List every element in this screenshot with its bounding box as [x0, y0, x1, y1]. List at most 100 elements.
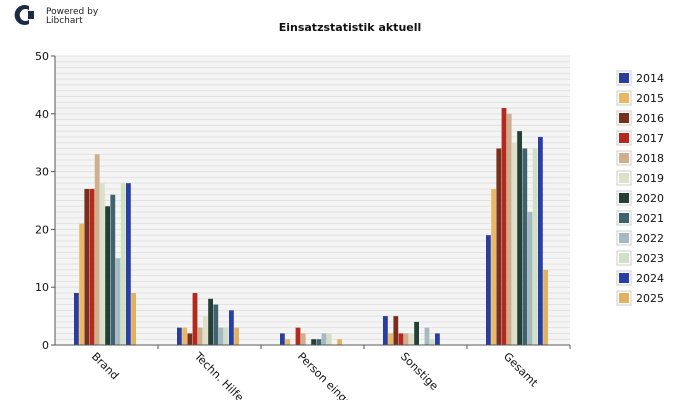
grid-lines	[55, 55, 570, 340]
bar	[517, 131, 522, 345]
bar	[126, 183, 131, 345]
legend-label: 2023	[636, 252, 664, 265]
bar	[506, 113, 512, 345]
bar	[223, 327, 229, 345]
legend-label: 2025	[636, 292, 664, 305]
legend: 2014 2015 2016 2017 2018 2019 2020 2021 2022 2023…	[616, 70, 664, 306]
legend-swatch	[619, 173, 629, 183]
legend-item: 2021	[616, 210, 664, 226]
bar	[316, 339, 322, 345]
legend-label: 2016	[636, 112, 664, 125]
legend-swatch	[619, 113, 629, 123]
bar	[501, 108, 507, 346]
legend-swatch	[619, 133, 629, 143]
bar	[89, 188, 95, 345]
bar	[131, 292, 136, 345]
bar	[177, 327, 182, 345]
legend-item: 2024	[616, 270, 664, 286]
bar	[496, 148, 502, 345]
bar	[213, 304, 219, 345]
y-tick-labels: 0 10 20 30 40 50	[35, 50, 55, 352]
bar-group	[74, 154, 136, 345]
bar	[321, 333, 327, 345]
bar	[229, 310, 234, 345]
legend-swatch	[619, 233, 629, 243]
bar	[398, 333, 404, 345]
bar	[326, 333, 332, 345]
legend-item: 2017	[616, 130, 664, 146]
bar	[84, 188, 90, 345]
legend-label: 2021	[636, 212, 664, 225]
bar-groups	[74, 108, 571, 349]
bar	[295, 327, 301, 345]
bar	[414, 321, 419, 345]
bar	[300, 333, 306, 345]
legend-item: 2018	[616, 150, 664, 166]
legend-swatch	[619, 213, 629, 223]
bar-group	[177, 292, 239, 345]
bar	[383, 316, 388, 345]
legend-item: 2023	[616, 250, 664, 266]
legend-label: 2020	[636, 192, 664, 205]
legend-swatch	[619, 193, 629, 203]
legend-item: 2020	[616, 190, 664, 206]
bar	[388, 333, 393, 345]
legend-swatch	[619, 293, 629, 303]
legend-label: 2022	[636, 232, 664, 245]
x-tick-labels: Brand Techn. Hilfe Person eingekl. Sonstige…	[89, 349, 541, 400]
bar	[527, 212, 533, 345]
legend-item: 2022	[616, 230, 664, 246]
legend-label: 2024	[636, 272, 664, 285]
legend-swatch	[619, 253, 629, 263]
bar	[311, 339, 316, 345]
bar	[203, 316, 208, 345]
bar	[208, 298, 213, 345]
libchart-logo: Powered by Libchart	[14, 5, 99, 26]
bar	[192, 292, 198, 345]
legend-item: 2016	[616, 110, 664, 126]
bar	[182, 327, 187, 345]
legend-item: 2025	[616, 290, 664, 306]
bar	[197, 327, 203, 345]
legend-item: 2015	[616, 90, 664, 106]
bar	[543, 269, 548, 345]
bar	[79, 223, 84, 345]
y-tick-label: 40	[35, 108, 49, 121]
bar	[522, 148, 528, 345]
legend-swatch	[619, 93, 629, 103]
bar	[393, 316, 399, 345]
bar	[409, 333, 414, 345]
bar	[74, 292, 79, 345]
x-tick-label: Gesamt	[501, 350, 541, 390]
legend-item: 2019	[616, 170, 664, 186]
bar	[512, 142, 517, 345]
bar	[187, 333, 193, 345]
bar	[491, 188, 496, 345]
bar	[532, 148, 538, 345]
y-tick-label: 30	[35, 166, 49, 179]
bar-group	[383, 316, 440, 345]
x-tick-label: Sonstige	[398, 350, 441, 393]
legend-label: 2019	[636, 172, 664, 185]
x-tick-label: Brand	[89, 350, 121, 382]
bar	[105, 206, 110, 345]
x-tick-label: Person eingekl.	[295, 350, 364, 400]
bar	[218, 327, 224, 345]
x-tick-label: Techn. Hilfe	[191, 349, 246, 400]
bar	[115, 258, 121, 345]
bar	[337, 339, 342, 345]
logo-line1: Powered by	[46, 7, 99, 17]
bar	[234, 327, 239, 345]
bar	[435, 333, 440, 345]
bar	[280, 333, 285, 345]
bar-group	[280, 327, 342, 345]
y-tick-label: 50	[35, 50, 49, 63]
bar	[538, 136, 543, 345]
legend-swatch	[619, 153, 629, 163]
legend-swatch	[619, 73, 629, 83]
bar	[429, 339, 435, 345]
libchart-logo-icon	[14, 5, 34, 26]
bar	[403, 333, 409, 345]
y-tick-label: 20	[35, 223, 49, 236]
